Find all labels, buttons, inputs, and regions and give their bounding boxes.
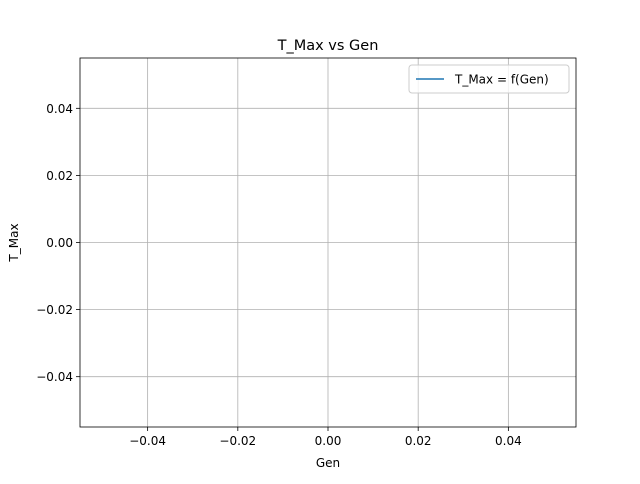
x-tick-label: 0.02 — [405, 434, 432, 448]
y-axis-label: T_Max — [7, 223, 21, 262]
y-tick-label: 0.00 — [46, 236, 73, 250]
grid — [80, 58, 576, 427]
x-tick-label: 0.04 — [495, 434, 522, 448]
chart-title: T_Max vs Gen — [277, 38, 379, 54]
y-axis-ticks: −0.04 −0.02 0.00 0.02 0.04 — [36, 102, 80, 384]
legend-box — [408, 64, 570, 94]
x-tick-label: −0.02 — [219, 434, 256, 448]
legend-label: T_Max = f(Gen) — [454, 73, 549, 87]
x-axis-ticks: −0.04 −0.02 0.00 0.02 0.04 — [129, 427, 522, 448]
x-tick-label: −0.04 — [129, 434, 166, 448]
x-tick-label: 0.00 — [315, 434, 342, 448]
y-tick-label: −0.04 — [36, 370, 73, 384]
legend: T_Max = f(Gen) — [408, 64, 570, 94]
x-axis-label: Gen — [316, 456, 340, 470]
y-tick-label: −0.02 — [36, 303, 73, 317]
y-tick-label: 0.02 — [46, 169, 73, 183]
y-tick-label: 0.04 — [46, 102, 73, 116]
